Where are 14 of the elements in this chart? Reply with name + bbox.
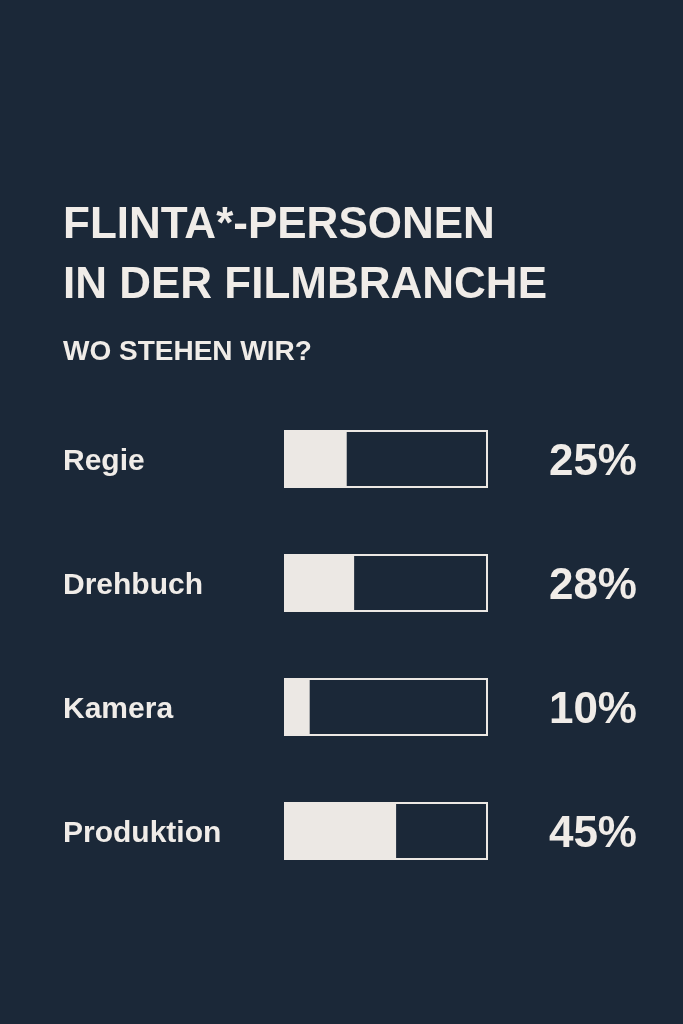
bar <box>285 803 397 859</box>
data-label: 45% <box>548 807 637 856</box>
data-label: 28% <box>548 559 637 608</box>
y-tick-label: Produktion <box>63 815 222 848</box>
bar <box>285 679 310 735</box>
data-label: 25% <box>548 435 637 484</box>
bar <box>285 555 355 611</box>
y-tick-label: Drehbuch <box>63 567 204 600</box>
data-label: 10% <box>548 683 637 732</box>
y-tick-label: Regie <box>63 443 145 476</box>
chart-subtitle: WO STEHEN WIR? <box>63 335 312 366</box>
bar <box>285 431 347 487</box>
chart-title: FLINTA*-PERSONEN IN DER FILMBRANCHE <box>63 198 547 307</box>
y-tick-label: Kamera <box>63 691 174 724</box>
